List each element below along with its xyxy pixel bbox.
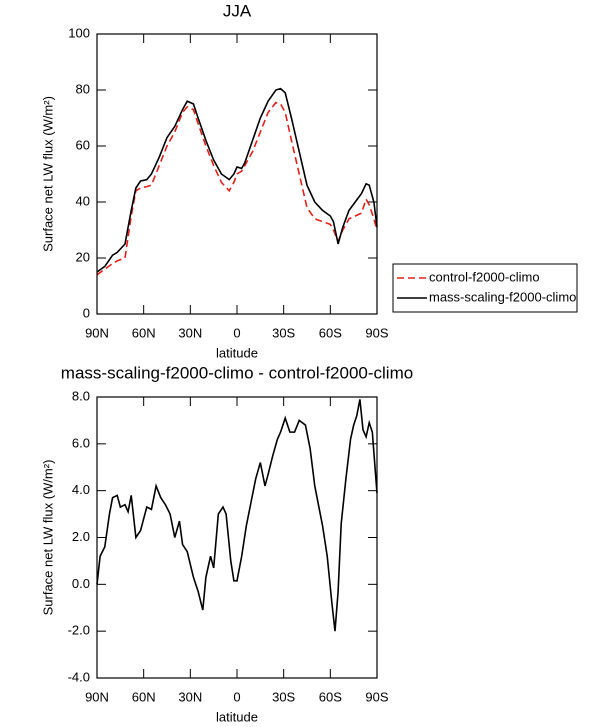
data-line bbox=[96, 87, 378, 273]
y-tick-label: 6.0 bbox=[72, 435, 90, 450]
x-axis-label: latitude bbox=[216, 709, 258, 724]
x-tick-label: 30N bbox=[178, 325, 202, 340]
legend-box bbox=[392, 263, 578, 313]
y-axis-label: Surface net LW flux (W/m²) bbox=[40, 460, 55, 616]
x-tick-label: 0 bbox=[233, 325, 240, 340]
legend-label: control-f2000-climo bbox=[429, 269, 540, 284]
x-tick-label: 90S bbox=[365, 689, 388, 704]
x-tick-label: 30S bbox=[272, 325, 295, 340]
y-tick-label: 60 bbox=[76, 137, 90, 152]
x-tick-label: 30S bbox=[272, 689, 295, 704]
chart-title: JJA bbox=[223, 1, 252, 20]
y-tick-label: 40 bbox=[76, 193, 90, 208]
y-tick-label: 0 bbox=[83, 305, 90, 320]
y-axis-label: Surface net LW flux (W/m²) bbox=[40, 96, 55, 252]
data-line bbox=[96, 399, 378, 632]
plot-frame bbox=[96, 33, 378, 315]
x-tick-label: 0 bbox=[233, 689, 240, 704]
y-tick-label: 8.0 bbox=[72, 388, 90, 403]
x-tick-label: 60S bbox=[319, 325, 342, 340]
x-tick-label: 90N bbox=[85, 689, 109, 704]
y-tick-label: 100 bbox=[68, 25, 90, 40]
y-tick-label: -2.0 bbox=[68, 623, 90, 638]
x-tick-label: 90S bbox=[365, 325, 388, 340]
chart-title: mass-scaling-f2000-climo - control-f2000… bbox=[61, 363, 413, 382]
y-tick-label: 2.0 bbox=[72, 529, 90, 544]
y-tick-label: 0.0 bbox=[72, 576, 90, 591]
y-tick-label: 20 bbox=[76, 249, 90, 264]
y-tick-label: 4.0 bbox=[72, 482, 90, 497]
x-tick-label: 60N bbox=[132, 325, 156, 340]
plot-frame bbox=[96, 396, 378, 679]
x-axis-label: latitude bbox=[216, 345, 258, 360]
x-tick-label: 60S bbox=[319, 689, 342, 704]
y-tick-label: 80 bbox=[76, 81, 90, 96]
x-tick-label: 90N bbox=[85, 325, 109, 340]
y-tick-label: -4.0 bbox=[68, 669, 90, 684]
data-line bbox=[96, 101, 378, 276]
x-tick-label: 60N bbox=[132, 689, 156, 704]
x-tick-label: 30N bbox=[178, 689, 202, 704]
legend-label: mass-scaling-f2000-climo bbox=[429, 289, 576, 304]
